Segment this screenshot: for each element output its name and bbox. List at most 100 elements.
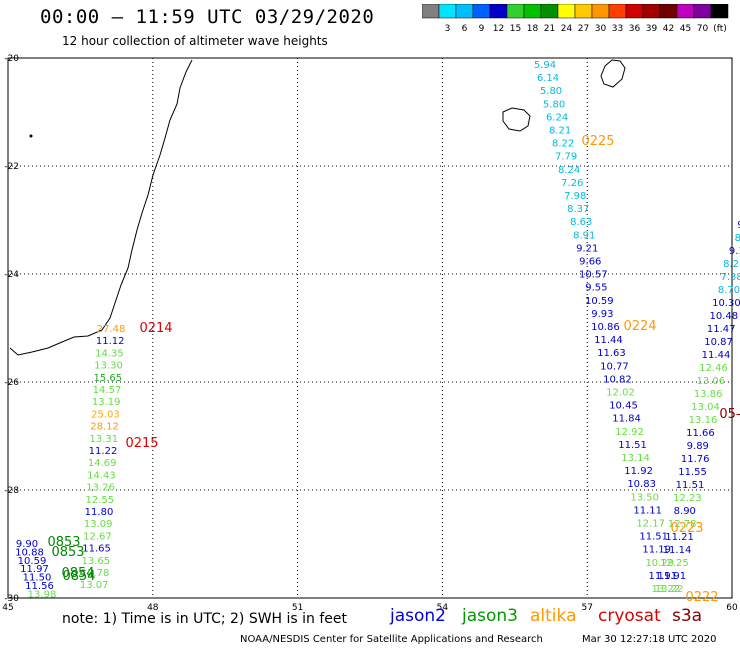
legend-jason3: jason3 (462, 606, 518, 626)
wave-height-label: 14.57 (93, 385, 122, 396)
wave-height-label: 11.11 (633, 505, 662, 516)
latitude-tick-label: -28 (4, 486, 19, 496)
color-swatch (710, 4, 729, 19)
color-scale-label: 39 (646, 24, 658, 34)
wave-height-label: 27.48 (97, 324, 126, 335)
wave-height-label: 12.67 (83, 531, 112, 542)
wave-height-label: 11.76 (681, 454, 710, 465)
wave-height-label: 13.19 (92, 397, 121, 408)
wave-height-label: 11.80 (85, 507, 114, 518)
wave-height-label: 11.84 (612, 414, 641, 425)
wave-height-label: 11.65 (82, 544, 111, 555)
wave-height-label: 11.51 (676, 480, 705, 491)
wave-height-label: 11.19 (642, 545, 671, 556)
pass-time-label: 0214 (139, 321, 172, 336)
wave-height-label: 11.22 (89, 446, 118, 457)
wave-height-label: 10.82 (603, 374, 632, 385)
color-scale-label: 33 (612, 24, 623, 34)
mauritius-island (600, 59, 626, 88)
wave-height-label: 11.91 (657, 571, 686, 582)
wave-height-label: 11.51 (639, 532, 668, 543)
wave-height-label: 8.63 (570, 217, 592, 228)
wave-height-label: 7.26 (561, 178, 583, 189)
units-note: note: 1) Time is in UTC; 2) SWH is in fe… (62, 611, 348, 627)
pass-time-label: 05- (719, 407, 740, 422)
wave-height-label: 13.16 (689, 415, 718, 426)
pass-time-label: 0222 (685, 590, 718, 605)
pass-time-label: 0215 (125, 436, 158, 451)
pass-time-label: 0223 (670, 521, 703, 536)
wave-height-label: 9.89 (687, 441, 709, 452)
wave-height-label: 11.44 (702, 350, 731, 361)
wave-height-label: 7.38 (720, 272, 740, 283)
longitude-tick-label: 51 (292, 603, 303, 613)
credit-text: NOAA/NESDIS Center for Satellite Applica… (240, 634, 543, 645)
pass-time-label: 0853 (51, 545, 84, 560)
color-scale-label: 30 (595, 24, 607, 34)
generated-timestamp: Mar 30 12:27:18 UTC 2020 (582, 634, 717, 645)
wave-height-label: 13.22 (655, 584, 684, 595)
wave-height-label: 11.50 (23, 573, 52, 584)
wave-height-label: 9.55 (585, 283, 607, 294)
map-frame (7, 57, 733, 599)
latitude-tick-label: -24 (4, 270, 19, 280)
color-scale-label: 9 (479, 24, 485, 34)
latitude-tick-label: -26 (4, 378, 19, 388)
wave-height-label: 6.14 (537, 73, 559, 84)
pass-time-label: 0225 (581, 134, 614, 149)
wave-height-label: 8.21 (549, 126, 571, 137)
wave-height-label: 8.28 (723, 259, 740, 270)
wave-height-label: 8.24 (558, 165, 580, 176)
color-scale-label: 15 (510, 24, 521, 34)
wave-height-label: 13.31 (89, 434, 118, 445)
map-title: 00:00 – 11:59 UTC 03/29/2020 (40, 6, 375, 28)
longitude-tick-label: 48 (147, 603, 159, 613)
wave-height-label: 10.83 (627, 479, 656, 490)
wave-height-label: 11.14 (663, 545, 692, 556)
wave-height-label: 10.86 (591, 322, 620, 333)
wave-height-label: 8.70 (718, 285, 740, 296)
wave-height-label: 8.90 (674, 506, 696, 517)
pass-time-label: 0854 (61, 566, 94, 581)
legend-s3a: s3a (672, 606, 703, 626)
wave-height-label: 11.21 (665, 532, 694, 543)
wave-height-label: 25.03 (91, 409, 120, 420)
wave-height-label: 13.07 (80, 580, 109, 591)
wave-height-label: 12.46 (699, 363, 728, 374)
longitude-tick-label: 57 (581, 603, 592, 613)
color-scale-label: 12 (493, 24, 504, 34)
wave-height-label: 9. (737, 220, 740, 231)
wave-height-label: 10.59 (18, 556, 47, 567)
color-scale-label: 70 (697, 24, 709, 34)
wave-height-label: 8.91 (573, 230, 595, 241)
wave-height-label: 10.48 (709, 311, 738, 322)
color-scale-unit: (ft) (713, 24, 727, 34)
wave-height-label: 12.17 (636, 519, 665, 530)
wave-height-label: 9.90 (16, 539, 38, 550)
reunion-island (502, 107, 531, 132)
wave-height-label: 8. (735, 233, 740, 244)
wave-height-label: 13.86 (694, 389, 723, 400)
legend-altika: altika (530, 606, 577, 626)
wave-height-label: 13.26 (86, 483, 115, 494)
latitude-tick-label: -22 (4, 162, 19, 172)
color-scale-bar: 3 6 9 12 15 18 21 24 27 30 33 36 39 42 45 70 (ft) (422, 4, 729, 34)
wave-height-label: 11.55 (678, 467, 707, 478)
wave-height-label: 13.98 (28, 589, 57, 600)
coastline (9, 59, 626, 356)
wave-height-label: 9.1 (729, 246, 740, 257)
wave-height-label: 10.59 (585, 296, 614, 307)
wave-height-label: 11.56 (25, 581, 54, 592)
wave-height-label: 12.92 (615, 427, 644, 438)
wave-height-label: 14.43 (87, 470, 116, 481)
wave-height-label: 12.78 (668, 519, 697, 530)
legend-cryosat: cryosat (598, 606, 661, 626)
wave-height-label: 11.92 (624, 466, 653, 477)
wave-height-label: 11.12 (96, 336, 125, 347)
color-scale-label: 45 (680, 24, 691, 34)
wave-height-label: 10.57 (579, 270, 608, 281)
wave-height-label: 11.97 (20, 564, 49, 575)
wave-height-label: 9.66 (579, 257, 601, 268)
longitude-tick-label: 45 (2, 603, 13, 613)
wave-height-label: 13.04 (691, 402, 720, 413)
